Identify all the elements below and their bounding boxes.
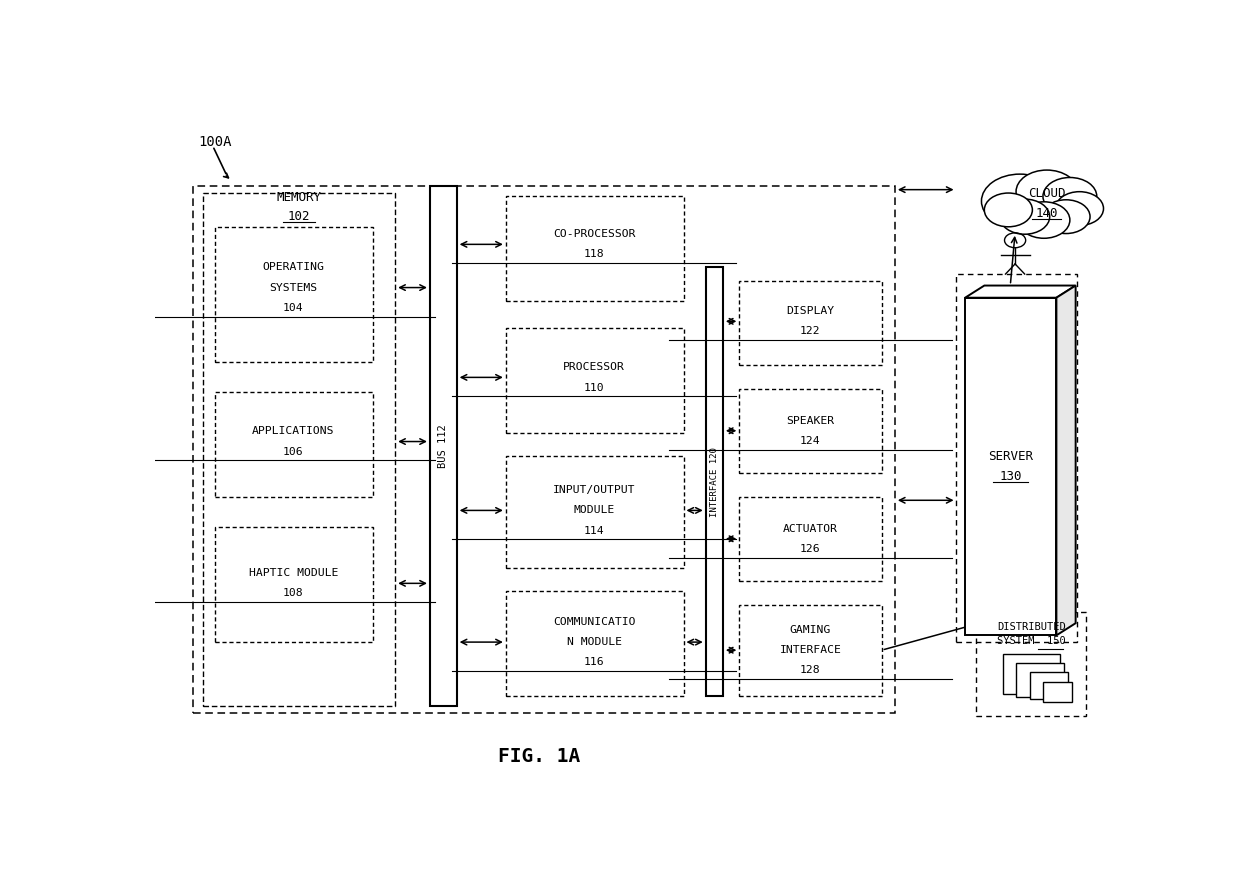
Text: 126: 126 [800, 544, 821, 554]
Circle shape [1016, 170, 1078, 213]
Circle shape [1018, 202, 1070, 239]
Text: 122: 122 [800, 326, 821, 337]
Text: 128: 128 [800, 666, 821, 675]
Text: CO-PROCESSOR: CO-PROCESSOR [553, 229, 635, 239]
Text: BUS 112: BUS 112 [438, 424, 449, 468]
Bar [215, 392, 373, 497]
Text: 140: 140 [1035, 207, 1058, 220]
Text: FIG. 1A: FIG. 1A [498, 747, 580, 766]
Text: 114: 114 [584, 525, 604, 536]
Text: 104: 104 [283, 303, 304, 313]
Text: SPEAKER: SPEAKER [786, 416, 835, 425]
Text: DISPLAY: DISPLAY [786, 306, 835, 317]
Text: 102: 102 [288, 210, 310, 223]
Bar [1029, 673, 1068, 700]
Text: INTERFACE: INTERFACE [780, 645, 841, 655]
Text: 116: 116 [584, 658, 604, 667]
Text: N MODULE: N MODULE [567, 637, 621, 647]
Polygon shape [965, 286, 1075, 297]
Bar [1043, 682, 1071, 702]
Bar [976, 612, 1086, 717]
Text: INPUT/OUTPUT: INPUT/OUTPUT [553, 485, 635, 496]
Text: MEMORY: MEMORY [277, 191, 321, 204]
Circle shape [1055, 192, 1104, 225]
Text: 130: 130 [999, 470, 1022, 483]
Text: 108: 108 [283, 588, 304, 598]
Text: MODULE: MODULE [574, 505, 615, 516]
Bar [956, 274, 1076, 642]
Circle shape [985, 193, 1033, 227]
Text: SYSTEMS: SYSTEMS [269, 282, 317, 293]
Bar [215, 227, 373, 362]
Text: PROCESSOR: PROCESSOR [563, 362, 625, 372]
Text: ACTUATOR: ACTUATOR [782, 524, 838, 533]
Text: INTERFACE 120: INTERFACE 120 [709, 446, 719, 517]
Text: GAMING: GAMING [790, 625, 831, 635]
Text: SYSTEM  150: SYSTEM 150 [997, 637, 1066, 646]
Bar [203, 193, 396, 706]
Circle shape [1042, 200, 1090, 233]
Bar [506, 456, 683, 567]
Bar [506, 196, 683, 301]
Text: OPERATING: OPERATING [263, 262, 325, 273]
Bar [506, 591, 683, 696]
Text: 106: 106 [283, 446, 304, 457]
Bar [1003, 653, 1060, 694]
Polygon shape [1056, 286, 1075, 635]
Text: 118: 118 [584, 249, 604, 260]
Circle shape [999, 199, 1050, 234]
Text: 110: 110 [584, 382, 604, 393]
Bar [430, 186, 456, 706]
Text: DISTRIBUTED: DISTRIBUTED [997, 622, 1066, 631]
Bar [1016, 663, 1064, 697]
Bar [965, 297, 1056, 635]
Circle shape [1043, 177, 1096, 216]
Bar [739, 389, 882, 474]
Bar [706, 267, 723, 696]
Text: 100A: 100A [198, 135, 232, 149]
Text: 124: 124 [800, 436, 821, 446]
Text: APPLICATIONS: APPLICATIONS [252, 426, 335, 437]
Bar [193, 186, 895, 713]
Bar [506, 328, 683, 432]
Bar [739, 497, 882, 581]
Text: HAPTIC MODULE: HAPTIC MODULE [249, 568, 339, 578]
Bar [739, 281, 882, 365]
Text: SERVER: SERVER [988, 450, 1033, 463]
Circle shape [982, 175, 1059, 228]
Bar [215, 527, 373, 642]
Text: CLOUD: CLOUD [1028, 187, 1065, 200]
Bar [739, 605, 882, 696]
Text: COMMUNICATIO: COMMUNICATIO [553, 617, 635, 627]
